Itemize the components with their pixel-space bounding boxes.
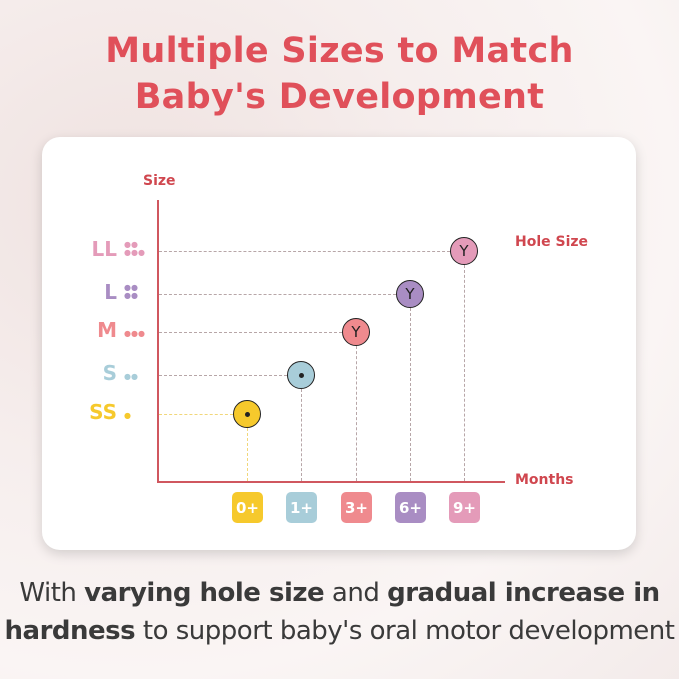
size-label-s: S (102, 361, 117, 385)
caption-text: to support baby's oral motor development (135, 616, 675, 646)
gridline-vertical (464, 265, 465, 481)
hole-y-cut-icon: Y (396, 280, 424, 308)
hole-round-icon (287, 361, 315, 389)
caption-bold: varying hole size (84, 578, 325, 608)
month-badge: 3+ (341, 492, 372, 523)
gridline-horizontal (159, 294, 396, 295)
size-label-l: L (104, 280, 117, 304)
title-line-1: Multiple Sizes to Match (105, 31, 574, 71)
y-axis (157, 200, 159, 483)
gridline-vertical (410, 308, 411, 481)
gridline-horizontal (159, 375, 287, 376)
hole-y-cut-icon: Y (450, 237, 478, 265)
hole-size-label: Hole Size (515, 234, 589, 250)
droplet-icon: ● (124, 411, 131, 420)
size-chart-card: Size Months Hole Size LL ●● ●●● Y 9+ L ●● ●● Y… (42, 137, 636, 550)
hole-y-cut-icon: Y (342, 318, 370, 346)
month-badge: 0+ (232, 492, 263, 523)
size-label-m: M (97, 318, 117, 342)
gridline-vertical (247, 428, 248, 481)
caption-text: and (324, 578, 388, 608)
hole-round-icon (233, 400, 261, 428)
page-title: Multiple Sizes to Match Baby's Developme… (0, 28, 679, 120)
gridline-vertical (356, 346, 357, 481)
caption: With varying hole size and gradual incre… (0, 574, 679, 650)
gridline-horizontal (159, 332, 342, 333)
month-badge: 9+ (449, 492, 480, 523)
size-label-ll: LL (91, 237, 118, 261)
x-axis (157, 481, 505, 483)
droplet-icon: ●●● (124, 329, 145, 338)
title-line-2: Baby's Development (134, 77, 545, 117)
gridline-vertical (301, 389, 302, 481)
droplet-icon: ●● ●●● (124, 240, 145, 257)
gridline-horizontal (159, 414, 233, 415)
x-axis-label: Months (515, 472, 574, 488)
droplet-icon: ●● (124, 372, 138, 381)
month-badge: 1+ (286, 492, 317, 523)
size-label-ss: SS (89, 400, 117, 424)
gridline-horizontal (159, 251, 450, 252)
month-badge: 6+ (395, 492, 426, 523)
droplet-icon: ●● ●● (124, 283, 138, 300)
caption-bold: hardness (4, 616, 136, 646)
caption-text: With (19, 578, 85, 608)
caption-bold: gradual increase in (387, 578, 660, 608)
y-axis-label: Size (143, 173, 176, 189)
